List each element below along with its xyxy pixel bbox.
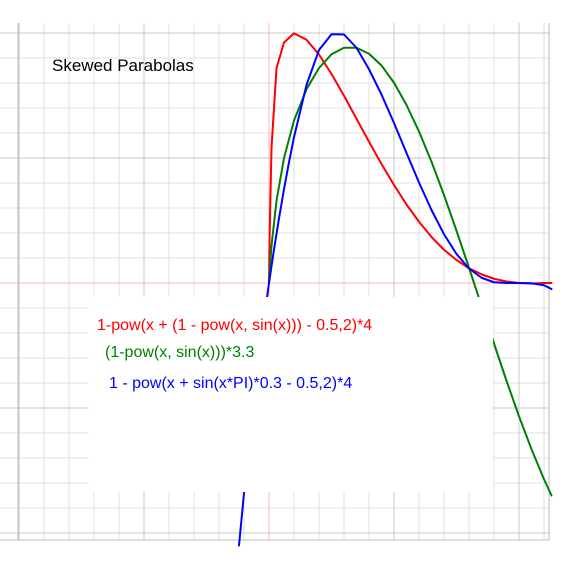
chart-title: Skewed Parabolas [52,56,194,75]
series-line-1 [268,46,553,497]
series-line-0 [268,32,553,285]
legend-entry-green: (1-pow(x, sin(x)))*3.3 [105,344,255,361]
legend-entry-blue: 1 - pow(x + sin(x*PI)*0.3 - 0.5,2)*4 [109,375,353,392]
legend-entry-red: 1-pow(x + (1 - pow(x, sin(x))) - 0.5,2)*… [97,317,373,334]
legend: 1-pow(x + (1 - pow(x, sin(x))) - 0.5,2)*… [89,297,493,492]
